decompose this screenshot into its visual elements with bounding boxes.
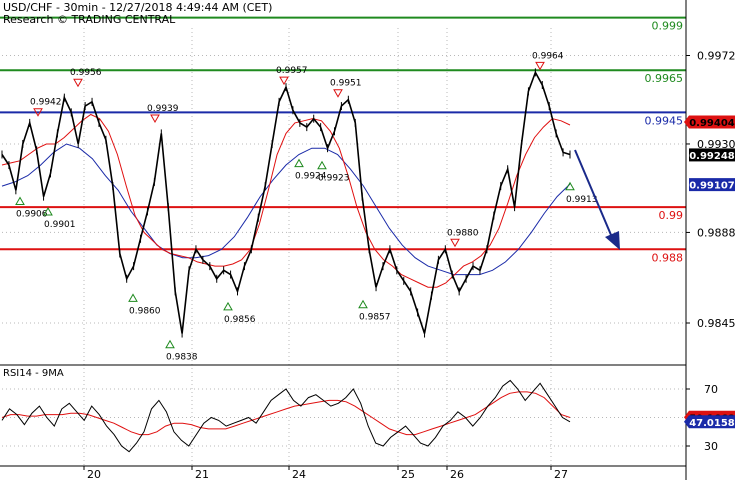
x-tick-label: 26 (450, 468, 464, 480)
pivot-high-marker (535, 61, 545, 71)
pivot-low-marker (317, 160, 327, 170)
price-line (1, 70, 571, 334)
current-price-label-bg (689, 148, 735, 162)
x-tick-label: 27 (554, 468, 568, 480)
level-label: 0.988 (652, 251, 684, 264)
pivot-low-label: 0.9913 (566, 195, 598, 205)
chart-source: Research © TRADING CENTRAL (3, 13, 176, 26)
pivot-low-marker (165, 339, 175, 349)
pivot-high-label: 0.9964 (532, 51, 564, 61)
rsi-value-label: 47.0158 (689, 418, 735, 429)
blue-ma-label: 0.99107 (689, 181, 735, 192)
pivot-high-marker (333, 89, 343, 98)
level-label: 0.9945 (645, 114, 684, 127)
pivot-high-label: 0.9880 (447, 228, 479, 238)
rsi-value-label-bg (684, 415, 735, 429)
pivot-low-label: 0.9901 (44, 220, 76, 230)
pivot-low-label: 0.9838 (166, 353, 198, 363)
pivot-high-marker (150, 114, 160, 124)
y-tick-label: 0.9972 (697, 50, 735, 63)
pivot-low-marker (223, 301, 233, 311)
rsi-ma-line (1, 391, 571, 436)
x-tick-label: 21 (195, 468, 209, 480)
level-label: 0.9965 (645, 72, 684, 85)
pivot-low-marker (294, 158, 304, 168)
arrow-shaft (574, 149, 615, 243)
rsi-grid (2, 368, 686, 466)
level-lines: 0.999 0.9965 0.9945 0.99 0.988 (0, 16, 686, 264)
rsi-y-tick-label: 70 (704, 383, 718, 396)
level-label: 0.999 (652, 20, 684, 33)
y-tick-label: 0.9930 (697, 138, 735, 151)
pivot-high-label: 0.9939 (147, 104, 179, 114)
chart-title: USD/CHF - 30min - 12/27/2018 4:49:44 AM … (3, 1, 273, 14)
pivot-low-marker (43, 207, 53, 216)
price-series (1, 68, 571, 338)
y-tick-label: 0.9888 (697, 226, 735, 239)
pivot-low-marker (358, 299, 368, 309)
pivot-high-marker (33, 108, 43, 117)
rsi-panel-title: RSI14 - 9MA (3, 368, 64, 379)
pivot-low-label: 0.9857 (359, 313, 391, 323)
rsi-series (1, 379, 571, 453)
pivot-low-label: 0.9856 (224, 315, 256, 325)
pivot-high-marker (450, 238, 460, 248)
current-price-label: 0.99248 (689, 151, 735, 162)
pivot-high-marker (73, 78, 83, 88)
rsi-line (1, 379, 571, 453)
x-tick-label: 25 (401, 468, 415, 480)
red-ma-label: 0.99404 (689, 118, 735, 129)
level-label: 0.99 (659, 209, 684, 222)
blue-ma-label-bg (689, 178, 735, 192)
pivot-markers: 0.9956 0.9942 0.9939 0.9957 0.9951 0.9964 0.98… (15, 51, 598, 363)
pivot-high-marker (279, 76, 289, 86)
price-grid (2, 28, 686, 365)
rsi-y-tick-label: 30 (704, 440, 718, 453)
pivot-low-marker (15, 196, 25, 206)
pivot-high-label: 0.9951 (330, 79, 362, 89)
x-tick-label: 24 (292, 468, 306, 480)
pivot-low-label: 0.9906 (16, 210, 48, 220)
pivot-low-marker (128, 293, 138, 302)
red-ma-label-bg (684, 115, 735, 129)
pivot-low-label: 0.9860 (129, 306, 161, 316)
pivot-low-label: 0.9924 (295, 172, 327, 182)
x-tick-label: 20 (87, 468, 101, 480)
pivot-low-label: 0.9923 (318, 174, 350, 184)
arrow-head (605, 231, 620, 250)
ma-slow-line (1, 143, 571, 276)
y-tick-label: 0.9845 (697, 317, 735, 330)
pivot-low-marker (565, 181, 575, 191)
forecast-arrow (574, 149, 620, 250)
pivot-high-label: 0.9957 (276, 66, 308, 76)
pivot-high-label: 0.9942 (30, 98, 62, 108)
pivot-high-label: 0.9956 (70, 68, 102, 78)
